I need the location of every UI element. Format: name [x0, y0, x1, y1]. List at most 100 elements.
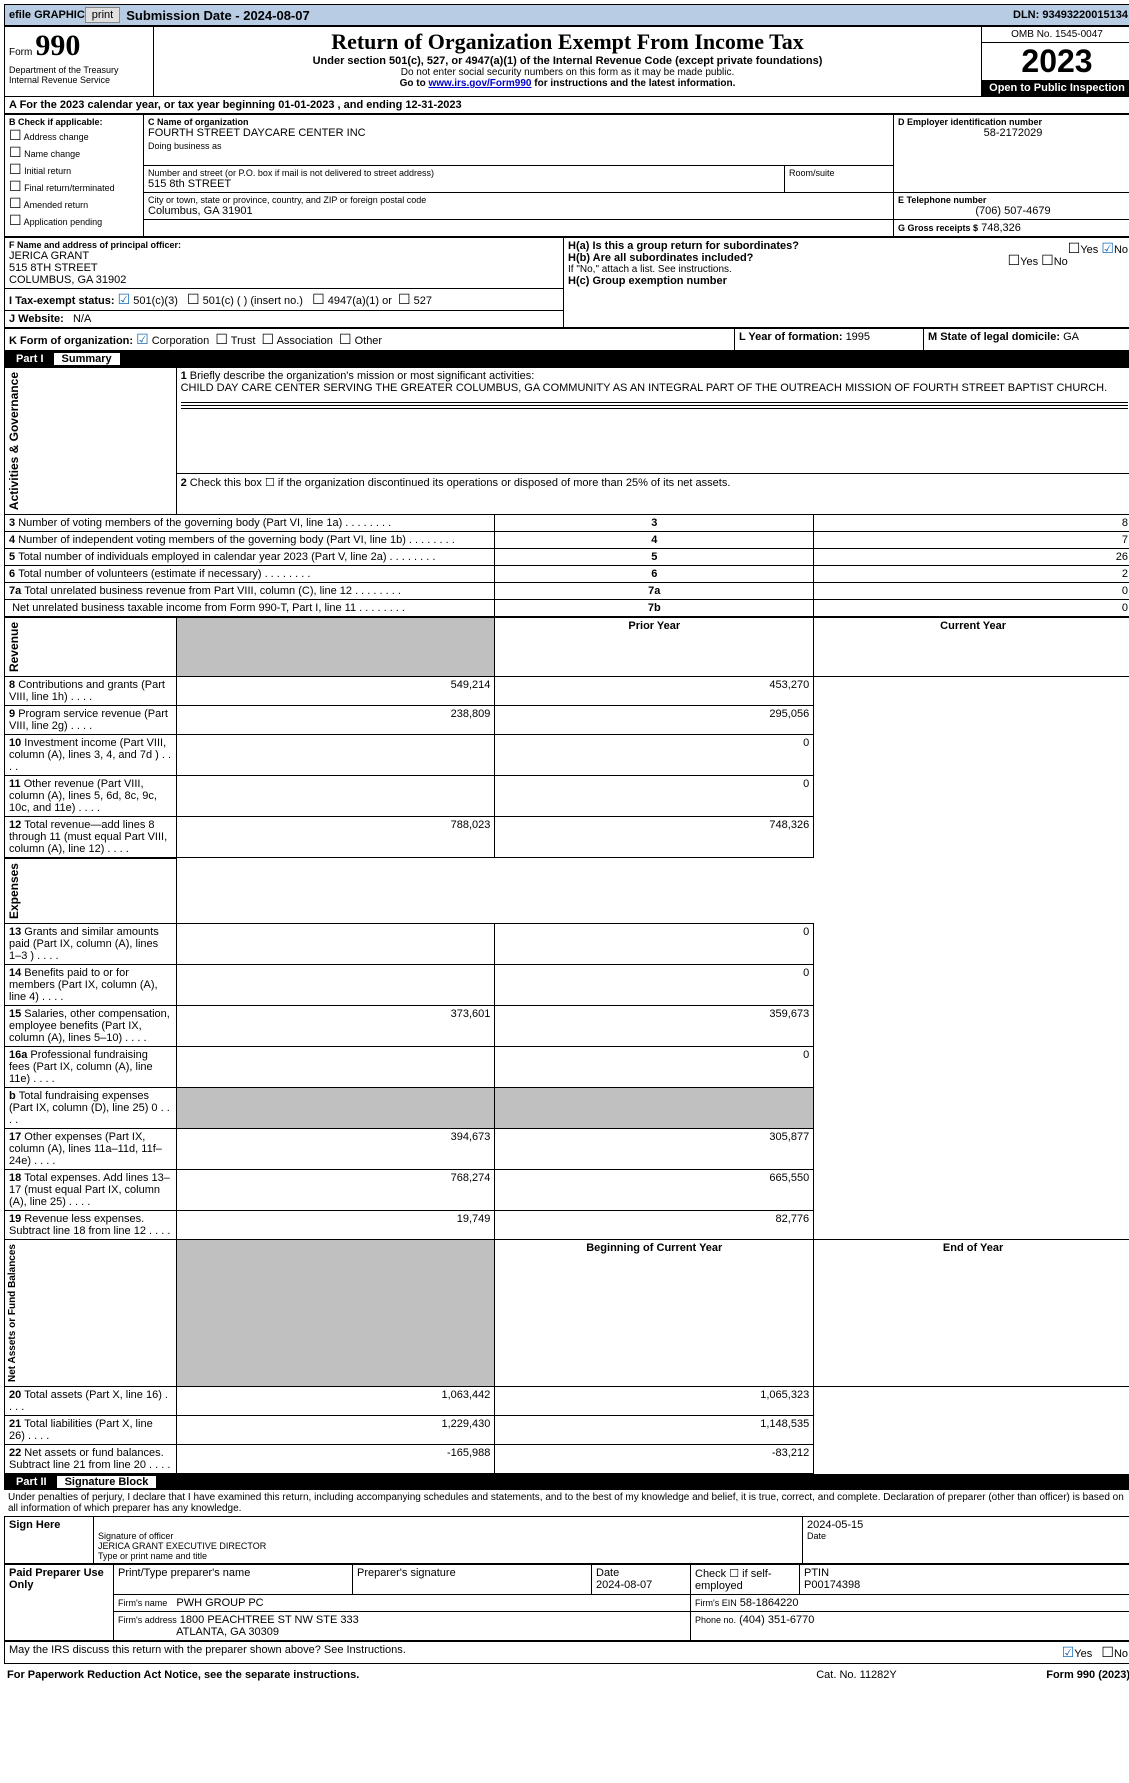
city-val: Columbus, GA 31901	[148, 205, 889, 217]
preparer-table: Paid Preparer Use Only Print/Type prepar…	[4, 1564, 1129, 1641]
room-label: Room/suite	[789, 168, 889, 178]
i-o3: 4947(a)(1) or	[328, 295, 392, 307]
check-pending[interactable]	[9, 217, 22, 227]
boxL-label: L Year of formation:	[739, 331, 846, 343]
officer-name: JERICA GRANT	[9, 250, 559, 262]
ha-yes-l: Yes	[1080, 244, 1098, 256]
part1-bar: Part I Summary	[4, 351, 1129, 367]
i-4947[interactable]	[312, 295, 325, 307]
check-name[interactable]	[9, 149, 22, 159]
k-o3: Association	[277, 335, 333, 347]
pp-name-label: Print/Type preparer's name	[114, 1565, 353, 1595]
boxJ-label: J Website:	[9, 313, 64, 325]
dba-label: Doing business as	[148, 141, 889, 151]
boxM-val: GA	[1063, 331, 1079, 343]
firm-ein-label: Firm's EIN	[695, 1598, 737, 1608]
cat-no: Cat. No. 11282Y	[768, 1668, 945, 1682]
discuss-no-check[interactable]	[1101, 1648, 1114, 1660]
part1-title: Summary	[54, 353, 120, 365]
i-o2: 501(c) ( ) (insert no.)	[203, 295, 303, 307]
declaration: Under penalties of perjury, I declare th…	[4, 1490, 1129, 1516]
opt-final: Final return/terminated	[24, 183, 115, 193]
ha-no[interactable]	[1101, 244, 1114, 256]
opt-initial: Initial return	[24, 166, 71, 176]
opt-name: Name change	[24, 149, 80, 159]
ha-yes[interactable]	[1068, 244, 1081, 256]
boxB-label: B Check if applicable:	[9, 117, 139, 127]
opt-pending: Application pending	[24, 217, 103, 227]
part1-label: Part I	[10, 353, 50, 365]
print-button[interactable]: print	[85, 7, 120, 23]
hc-label: H(c) Group exemption number	[568, 275, 1128, 287]
form-number: 990	[35, 29, 80, 62]
officer-street: 515 8TH STREET	[9, 262, 559, 274]
opt-amended: Amended return	[24, 200, 89, 210]
boxI-label: I Tax-exempt status:	[9, 295, 115, 307]
period-mid: , and ending	[338, 99, 406, 111]
ha-no-l: No	[1114, 244, 1128, 256]
goto-link[interactable]: www.irs.gov/Form990	[428, 78, 531, 89]
info-table: B Check if applicable: Address change Na…	[4, 114, 1129, 237]
i-527[interactable]	[398, 295, 411, 307]
k-other[interactable]	[339, 335, 352, 347]
boxC-name-label: C Name of organization	[148, 117, 889, 127]
check-initial[interactable]	[9, 166, 22, 176]
top-bar: efile GRAPHIC print Submission Date - 20…	[4, 4, 1129, 26]
i-o1: 501(c)(3)	[133, 295, 178, 307]
sig-name: JERICA GRANT EXECUTIVE DIRECTOR	[98, 1541, 798, 1551]
org-name: FOURTH STREET DAYCARE CENTER INC	[148, 127, 889, 139]
submission-date: Submission Date - 2024-08-07	[126, 8, 310, 23]
form-title: Return of Organization Exempt From Incom…	[158, 29, 977, 55]
line1-label: Briefly describe the organization's miss…	[190, 370, 534, 382]
pp-ptin-label: PTIN	[804, 1567, 829, 1579]
line1-text: CHILD DAY CARE CENTER SERVING THE GREATE…	[181, 382, 1108, 394]
i-501c[interactable]	[187, 295, 200, 307]
discuss-label: May the IRS discuss this return with the…	[9, 1644, 406, 1656]
tax-year: 2023	[982, 43, 1129, 80]
hb-no-l: No	[1054, 256, 1068, 268]
part2-bar: Part II Signature Block	[4, 1474, 1129, 1490]
firm-phone: (404) 351-6770	[739, 1614, 814, 1626]
firm-addr2: ATLANTA, GA 30309	[176, 1626, 279, 1638]
firm-ein: 58-1864220	[740, 1597, 799, 1609]
pp-date: Date 2024-08-07	[592, 1565, 691, 1595]
period-a: A For the 2023 calendar year, or tax yea…	[9, 99, 278, 111]
klm-table: K Form of organization: Corporation Trus…	[4, 328, 1129, 351]
form-subtitle: Under section 501(c), 527, or 4947(a)(1)…	[158, 55, 977, 67]
officer-city: COLUMBUS, GA 31902	[9, 274, 559, 286]
dln-label: DLN: 93493220015134	[1013, 9, 1128, 21]
firm-addr-label: Firm's address	[118, 1615, 177, 1625]
sig-date: 2024-05-15	[807, 1519, 1128, 1531]
hb-yes[interactable]	[1008, 256, 1021, 268]
city-label: City or town, state or province, country…	[148, 195, 889, 205]
form-label: Form	[9, 47, 32, 58]
period-end: 12-31-2023	[405, 99, 461, 111]
pp-check: Check ☐ if self-employed	[691, 1565, 800, 1595]
discuss-yes-check[interactable]	[1062, 1648, 1075, 1660]
ssn-warning: Do not enter social security numbers on …	[158, 67, 977, 78]
ein-val: 58-2172029	[898, 127, 1128, 139]
signature-table: Sign Here Signature of officer JERICA GR…	[4, 1516, 1129, 1564]
check-final[interactable]	[9, 183, 22, 193]
check-amended[interactable]	[9, 200, 22, 210]
boxE-label: E Telephone number	[898, 195, 1128, 205]
k-trust[interactable]	[215, 335, 228, 347]
boxF-label: F Name and address of principal officer:	[9, 240, 559, 250]
hdr-prior: Prior Year	[495, 618, 814, 677]
hdr-beg: Beginning of Current Year	[495, 1240, 814, 1387]
hb-no[interactable]	[1041, 256, 1054, 268]
check-address[interactable]	[9, 132, 22, 142]
boxG-label: G Gross receipts $	[898, 223, 978, 233]
k-corp[interactable]	[136, 335, 149, 347]
goto-prefix: Go to	[400, 78, 429, 89]
side-net: Net Assets or Fund Balances	[5, 1240, 20, 1386]
k-assoc[interactable]	[262, 335, 275, 347]
boxD-label: D Employer identification number	[898, 117, 1128, 127]
i-501c3[interactable]	[118, 295, 131, 307]
k-o1: Corporation	[152, 335, 209, 347]
fh-table: F Name and address of principal officer:…	[4, 237, 1129, 328]
efile-label: efile GRAPHIC	[9, 9, 85, 21]
omb-label: OMB No. 1545-0047	[982, 27, 1129, 43]
form-footer: Form 990 (2023)	[947, 1668, 1129, 1682]
sig-officer-label: Signature of officer	[98, 1531, 798, 1541]
